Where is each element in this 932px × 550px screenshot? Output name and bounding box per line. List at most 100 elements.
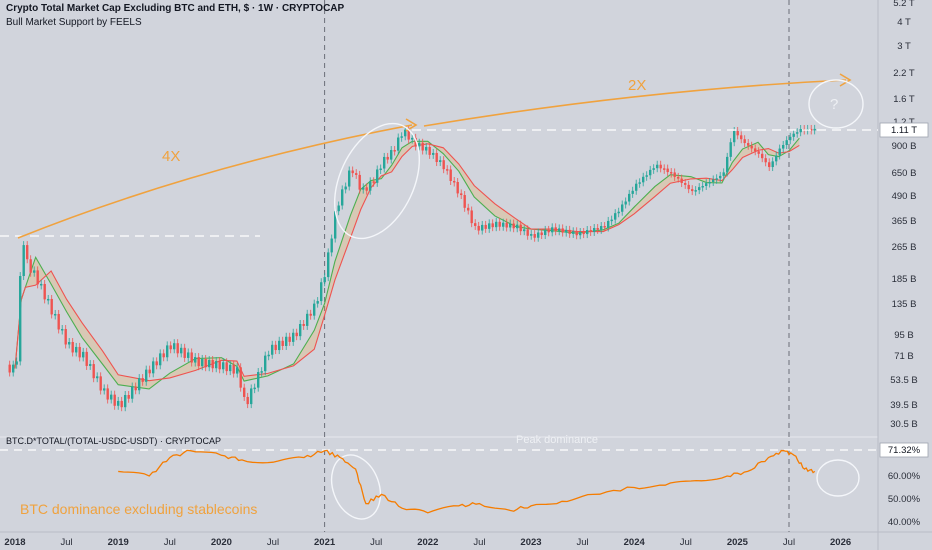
candle xyxy=(355,173,358,175)
question-mark: ? xyxy=(830,96,838,113)
candle xyxy=(64,328,67,345)
y-tick-label: 3 T xyxy=(897,41,911,52)
candle xyxy=(747,143,750,146)
y-tick-label: 2.2 T xyxy=(893,68,915,79)
candle xyxy=(607,220,610,228)
candle xyxy=(603,226,606,228)
candle xyxy=(85,351,88,366)
candle xyxy=(463,195,466,208)
candle xyxy=(659,164,662,169)
y-tick-label: 30.5 B xyxy=(890,419,917,430)
candle xyxy=(614,213,617,220)
candle xyxy=(568,229,571,234)
candle xyxy=(113,394,116,406)
candle xyxy=(775,155,778,162)
candle xyxy=(715,178,718,180)
candle xyxy=(617,211,620,214)
candle xyxy=(631,190,634,194)
candle xyxy=(236,367,239,374)
candle xyxy=(610,219,613,222)
candle xyxy=(383,156,386,169)
candle xyxy=(36,270,39,285)
candle xyxy=(677,176,680,179)
candle xyxy=(509,223,512,228)
candle xyxy=(295,332,298,337)
candle xyxy=(456,182,459,194)
candle xyxy=(505,222,508,228)
candle xyxy=(299,324,302,337)
candle xyxy=(442,160,445,170)
candle xyxy=(358,174,361,190)
candle xyxy=(162,353,165,358)
candle xyxy=(512,223,515,229)
candle xyxy=(155,361,158,366)
candle xyxy=(691,189,694,192)
candle xyxy=(344,186,347,190)
candle xyxy=(719,175,722,179)
candle xyxy=(425,146,428,151)
candle xyxy=(96,376,99,379)
candle xyxy=(635,183,638,191)
candle xyxy=(187,352,190,358)
y-tick-label: 650 B xyxy=(892,168,917,179)
candle xyxy=(372,181,375,183)
candle xyxy=(26,245,29,260)
candle xyxy=(768,162,771,168)
candle xyxy=(117,400,120,406)
candle xyxy=(369,181,372,191)
candle xyxy=(418,142,421,147)
candle xyxy=(211,360,214,369)
candle xyxy=(537,232,540,238)
candle xyxy=(341,189,344,206)
candle xyxy=(138,378,141,391)
x-tick-label: 2018 xyxy=(4,537,25,548)
candle xyxy=(222,362,225,370)
candle xyxy=(180,347,183,354)
candle xyxy=(351,170,354,174)
candle xyxy=(201,358,204,367)
x-tick-label: 2023 xyxy=(520,537,541,548)
y-tick-label: 1.6 T xyxy=(893,94,915,105)
candle xyxy=(435,152,438,163)
sub-y-tick-label: 40.00% xyxy=(888,517,921,528)
candle xyxy=(232,364,235,374)
x-tick-label: 2019 xyxy=(108,537,129,548)
candle xyxy=(533,234,536,238)
candle xyxy=(411,137,414,140)
candle xyxy=(313,303,316,316)
candle xyxy=(246,396,249,405)
candle xyxy=(593,228,596,232)
candle xyxy=(698,187,701,191)
candle xyxy=(257,372,260,388)
candle xyxy=(267,354,270,357)
candle xyxy=(561,228,564,233)
candle xyxy=(243,387,246,397)
x-tick-label: 2025 xyxy=(727,537,749,548)
candle xyxy=(260,371,263,373)
candle xyxy=(54,313,57,316)
candle xyxy=(796,132,799,134)
x-tick-label: Jul xyxy=(164,537,176,548)
candle xyxy=(75,346,78,353)
candle xyxy=(19,276,22,362)
x-tick-label: Jul xyxy=(61,537,73,548)
candle xyxy=(68,341,71,345)
candle xyxy=(152,361,155,374)
x-tick-label: 2021 xyxy=(314,537,336,548)
x-tick-label: 2022 xyxy=(417,537,438,548)
candle xyxy=(694,190,697,192)
candle xyxy=(183,347,186,358)
candle xyxy=(92,364,95,379)
candle xyxy=(145,369,148,382)
x-tick-label: 2020 xyxy=(211,537,232,548)
y-tick-label: 53.5 B xyxy=(890,375,917,386)
ma-line-green xyxy=(14,137,800,390)
candle xyxy=(320,282,323,302)
candle xyxy=(50,298,53,315)
candle xyxy=(323,277,326,283)
candle xyxy=(103,388,106,391)
candle xyxy=(495,221,498,228)
candle xyxy=(642,176,645,183)
candle xyxy=(22,245,25,277)
